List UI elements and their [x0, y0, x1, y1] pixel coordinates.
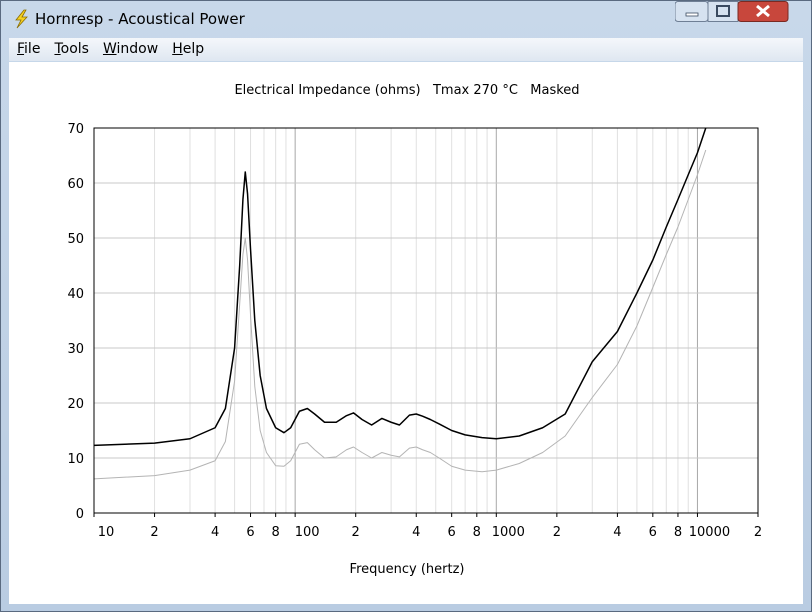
- y-tick-label: 50: [67, 232, 84, 247]
- app-icon: [15, 9, 28, 29]
- y-tick-label: 60: [67, 177, 84, 192]
- y-tick-label: 70: [67, 122, 84, 137]
- x-tick-label: 10: [98, 525, 115, 540]
- series-line: [94, 149, 707, 480]
- x-tick-label: 8: [473, 525, 481, 540]
- x-tick-label: 8: [674, 525, 682, 540]
- x-axis-label: Frequency (hertz): [350, 562, 465, 577]
- x-tick-label: 2: [352, 525, 360, 540]
- menu-item[interactable]: Tools: [54, 41, 89, 57]
- x-tick-label: 10000: [689, 525, 730, 540]
- x-tick-label: 4: [412, 525, 420, 540]
- series-line: [94, 128, 707, 447]
- chart: Electrical Impedance (ohms) Tmax 270 °C …: [67, 83, 762, 577]
- menu-item[interactable]: File: [17, 41, 41, 57]
- menu-bar: File Tools Window Help: [9, 38, 803, 61]
- x-tick-label: 100: [295, 525, 320, 540]
- x-tick-label: 2: [150, 525, 158, 540]
- menu-item[interactable]: Window: [102, 41, 159, 57]
- chart-title: Electrical Impedance (ohms) Tmax 270 °C …: [234, 83, 579, 98]
- y-tick-label: 20: [67, 397, 84, 412]
- x-tick-label: 4: [211, 525, 219, 540]
- menu-item[interactable]: Help: [172, 41, 205, 57]
- title-bar: Hornresp - Acoustical Power: [1, 1, 811, 35]
- y-tick-label: 0: [76, 507, 84, 522]
- y-tick-label: 10: [67, 452, 84, 467]
- y-tick-label: 40: [67, 287, 84, 302]
- x-tick-label: 6: [246, 525, 254, 540]
- x-tick-label: 8: [272, 525, 280, 540]
- x-tick-label: 2: [754, 525, 762, 540]
- minimize-button[interactable]: [675, 1, 709, 22]
- x-tick-label: 4: [613, 525, 621, 540]
- client-area: Electrical Impedance (ohms) Tmax 270 °C …: [9, 62, 803, 604]
- maximize-button[interactable]: [707, 1, 739, 22]
- y-tick-label: 30: [67, 342, 84, 357]
- window-title: Hornresp - Acoustical Power: [35, 10, 245, 28]
- x-tick-label: 6: [649, 525, 657, 540]
- window-buttons[interactable]: [675, 1, 805, 25]
- x-tick-label: 1000: [492, 525, 525, 540]
- x-tick-label: 2: [553, 525, 561, 540]
- plot-border: [93, 127, 759, 514]
- x-tick-label: 6: [448, 525, 456, 540]
- plot-area: [94, 128, 758, 513]
